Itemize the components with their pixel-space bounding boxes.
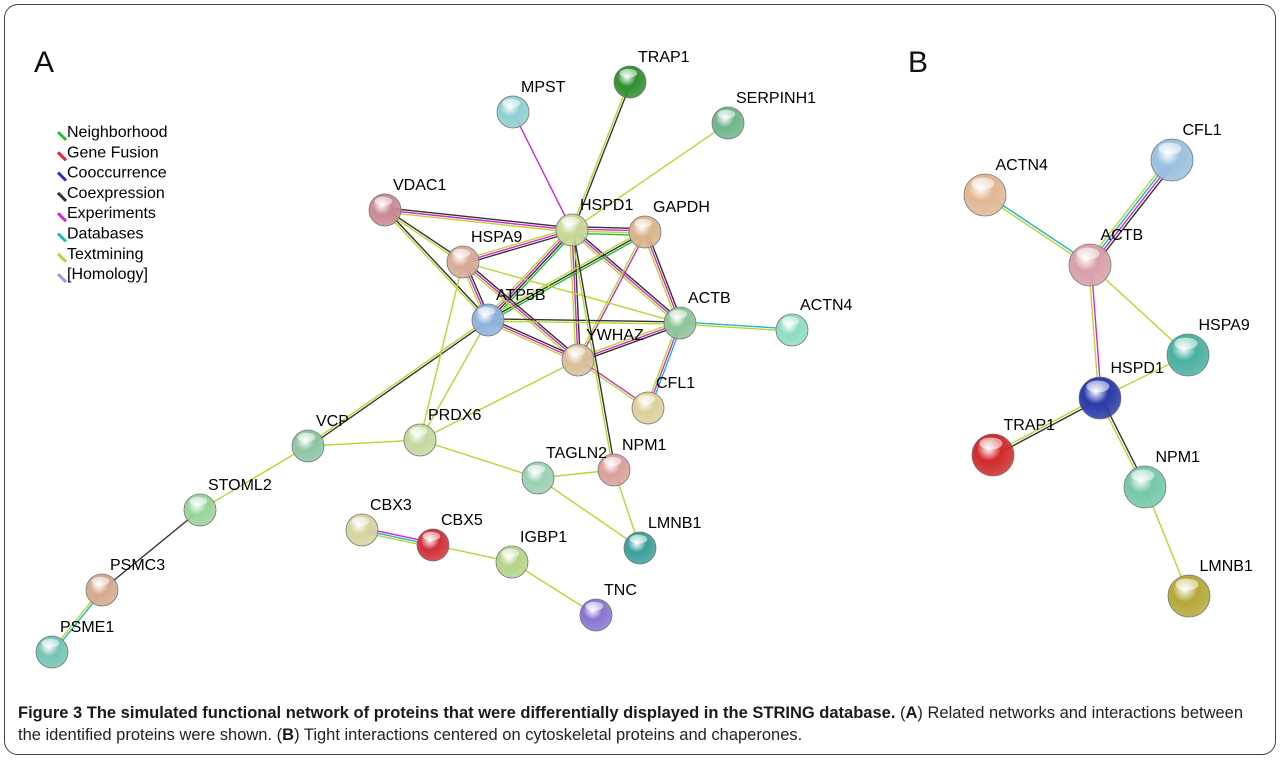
node-label: VCP: [316, 413, 349, 430]
node-highlight: [1086, 381, 1109, 393]
legend: Neighborhood Gene Fusion Cooccurrence Coexp…: [58, 124, 168, 283]
node-label: YWHAZ: [586, 327, 644, 344]
node-highlight: [503, 99, 521, 108]
legend-label: Neighborhood: [67, 124, 168, 141]
legend-swatch: [58, 234, 66, 242]
nodes: TRAP1 MPST SERPINH1 VDAC1 HSPD1 GAPDH HSPA9 ATP…: [36, 49, 1253, 668]
node-highlight: [502, 549, 520, 558]
edge: [420, 440, 538, 478]
node-label: PSMC3: [110, 557, 165, 574]
legend-label: Gene Fusion: [67, 144, 159, 161]
node-group: TRAP1 MPST SERPINH1 VDAC1 HSPD1 GAPDH HSPA9 ATP…: [36, 49, 853, 668]
node-label: CFL1: [656, 375, 695, 392]
node-highlight: [1131, 470, 1154, 482]
node-highlight: [562, 217, 580, 226]
node-label: ACTB: [1101, 227, 1144, 244]
node-group: ACTN4 CFL1 ACTB HSPA9 HSPD1 TRAP1 NPM1 LMNB1: [964, 122, 1253, 617]
node-highlight: [352, 517, 370, 526]
node-label: ATP5B: [496, 287, 546, 304]
legend-swatch: [58, 132, 66, 140]
node-label: HSPA9: [471, 229, 522, 246]
node-label: TNC: [604, 582, 637, 599]
node-label: HSPA9: [1199, 317, 1250, 334]
node-highlight: [638, 395, 656, 404]
legend-swatch: [58, 173, 66, 181]
node-highlight: [670, 310, 688, 319]
node-highlight: [1158, 143, 1181, 155]
legend-label: [Homology]: [67, 266, 148, 283]
node-label: SERPINH1: [736, 90, 816, 107]
legend-label: Cooccurrence: [67, 165, 167, 182]
node-label: HSPD1: [1111, 360, 1164, 377]
node-highlight: [528, 465, 546, 474]
figure-caption: Figure 3 The simulated functional networ…: [18, 702, 1258, 746]
node-highlight: [782, 317, 800, 326]
caption-segment: B: [282, 726, 294, 744]
node-label: GAPDH: [653, 199, 710, 216]
node-label: STOML2: [208, 477, 272, 494]
node-label: HSPD1: [580, 197, 633, 214]
node-label: NPM1: [1156, 449, 1201, 466]
node-label: TRAP1: [1004, 417, 1056, 434]
edge: [308, 440, 420, 446]
node-highlight: [410, 427, 428, 436]
node-label: ACTB: [688, 290, 731, 307]
legend-swatch: [58, 274, 66, 282]
node-label: ACTN4: [996, 157, 1049, 174]
node-highlight: [453, 249, 471, 258]
edge: [385, 208, 572, 228]
node-highlight: [42, 639, 60, 648]
legend-label: Textmining: [67, 246, 143, 263]
node-highlight: [1076, 248, 1099, 260]
node-label: TAGLN2: [546, 445, 607, 462]
node-label: CBX5: [441, 512, 483, 529]
node-label: MPST: [521, 79, 566, 96]
node-label: VDAC1: [393, 177, 446, 194]
legend-swatch: [58, 254, 66, 262]
node-highlight: [979, 438, 1002, 450]
node-label: LMNB1: [1200, 558, 1253, 575]
node-highlight: [586, 602, 604, 611]
caption-segment: Figure 3 The simulated functional networ…: [18, 704, 895, 722]
caption-segment: ) Tight interactions centered on cytoske…: [294, 726, 802, 744]
node-highlight: [1175, 579, 1198, 591]
node-highlight: [718, 110, 736, 119]
node-highlight: [620, 69, 638, 78]
edge: [420, 360, 578, 440]
node-highlight: [635, 219, 653, 228]
legend-label: Coexpression: [67, 185, 165, 202]
legend-swatch: [58, 193, 66, 201]
node-highlight: [375, 197, 393, 206]
node-label: LMNB1: [648, 515, 701, 532]
node-highlight: [478, 307, 496, 316]
node-highlight: [971, 178, 994, 190]
node-highlight: [298, 433, 316, 442]
legend-label: Databases: [67, 226, 144, 243]
node-highlight: [568, 347, 586, 356]
edge: [513, 112, 572, 230]
panel-label: A: [34, 46, 54, 79]
legend-swatch: [58, 213, 66, 221]
node-label: PSME1: [60, 619, 114, 636]
node-highlight: [92, 577, 110, 586]
caption-segment: A: [906, 704, 918, 722]
edge: [102, 510, 200, 590]
panel-label: B: [908, 46, 928, 79]
node-label: IGBP1: [520, 529, 567, 546]
network-figure: TRAP1 MPST SERPINH1 VDAC1 HSPD1 GAPDH HSPA9 ATP…: [0, 0, 1282, 700]
node-highlight: [630, 535, 648, 544]
node-label: NPM1: [622, 437, 667, 454]
node-highlight: [190, 497, 208, 506]
node-label: CBX3: [370, 497, 412, 514]
node-highlight: [1174, 338, 1197, 350]
node-label: ACTN4: [800, 297, 853, 314]
node-label: TRAP1: [638, 49, 690, 66]
legend-label: Experiments: [67, 205, 156, 222]
node-label: CFL1: [1183, 122, 1222, 139]
legend-swatch: [58, 152, 66, 160]
node-label: PRDX6: [428, 407, 481, 424]
caption-segment: (: [895, 704, 905, 722]
node-highlight: [423, 532, 441, 541]
